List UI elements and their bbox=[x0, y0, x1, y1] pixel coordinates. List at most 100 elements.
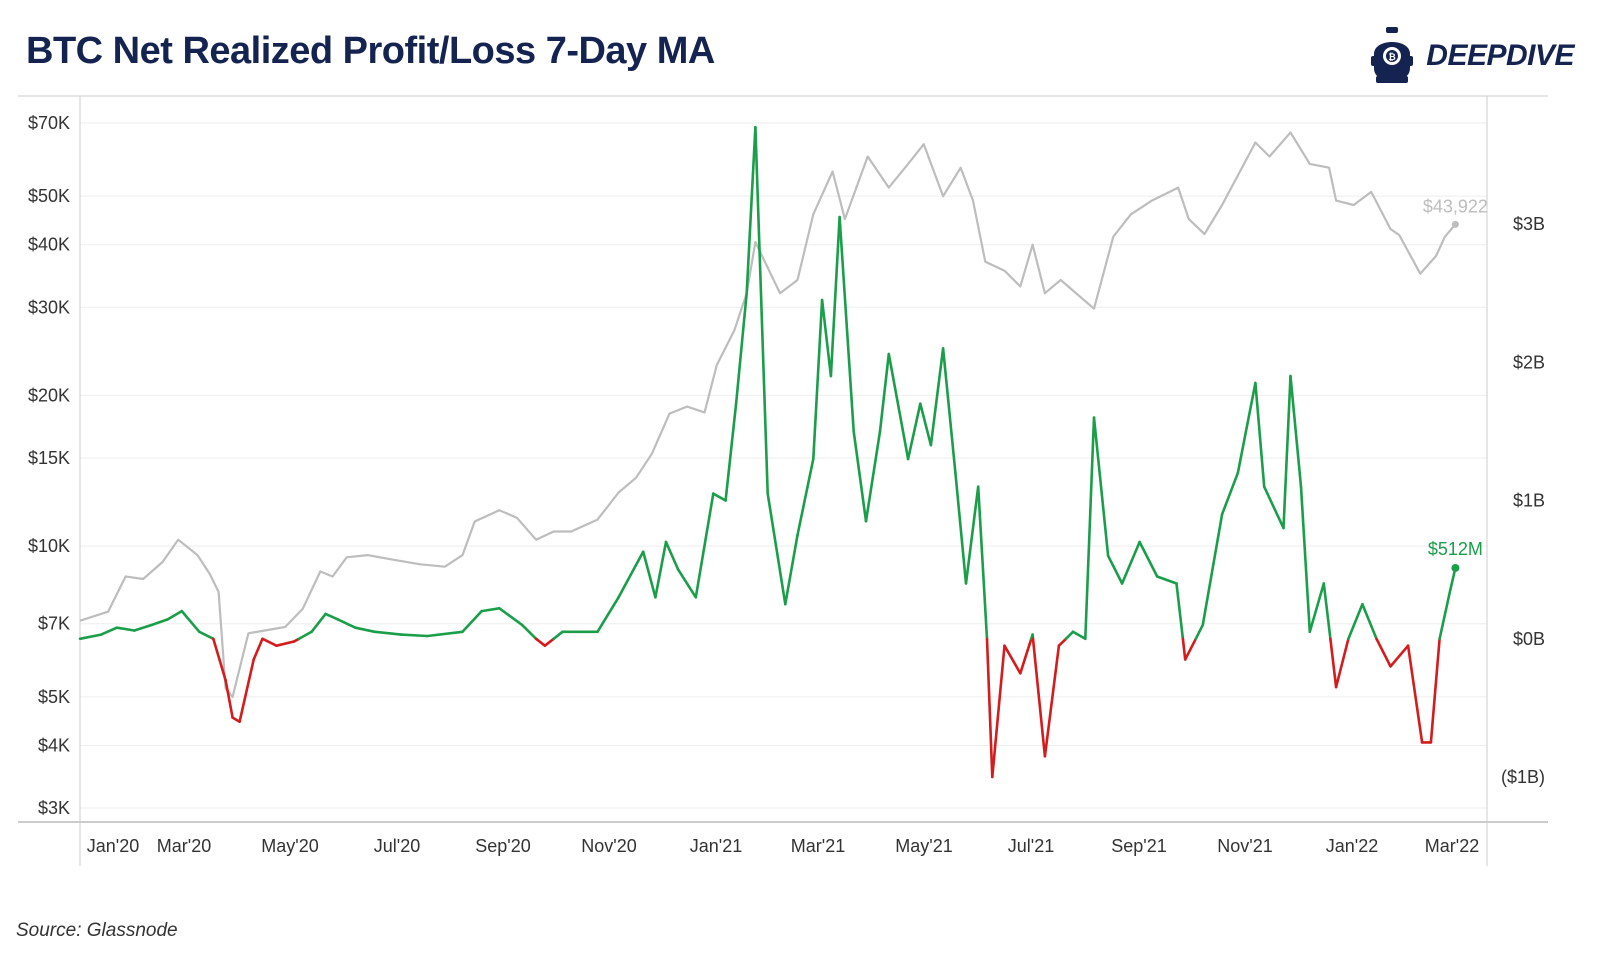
pl-line-segment bbox=[694, 492, 715, 599]
svg-text:₿: ₿ bbox=[1389, 52, 1396, 62]
pl-line-segment bbox=[1329, 637, 1338, 689]
pl-line-segment bbox=[990, 644, 1006, 779]
pl-line-segment bbox=[745, 125, 757, 295]
pl-line-segment bbox=[596, 595, 620, 634]
pl-line-segment bbox=[1389, 644, 1410, 668]
x-tick-label: Jan'22 bbox=[1326, 836, 1378, 856]
pl-line-segment bbox=[1071, 630, 1087, 641]
pl-line-segment bbox=[261, 637, 278, 648]
pl-line-segment bbox=[641, 550, 657, 599]
x-tick-label: Nov'21 bbox=[1217, 836, 1272, 856]
pl-line-segment bbox=[676, 568, 698, 599]
y-left-tick-label: $10K bbox=[28, 536, 70, 556]
brand-name: DEEPDIVE bbox=[1426, 39, 1574, 72]
pl-line-segment bbox=[1018, 637, 1033, 675]
y-right-tick-label: $0B bbox=[1513, 629, 1545, 649]
y-right-tick-label: $2B bbox=[1513, 352, 1545, 372]
y-right-tick-label: $1B bbox=[1513, 491, 1545, 511]
pl-line-segment bbox=[1092, 416, 1110, 558]
pl-line-segment bbox=[1106, 554, 1124, 585]
pl-line-segment bbox=[734, 291, 749, 406]
pl-line-segment bbox=[1194, 623, 1205, 641]
x-tick-label: Jan'20 bbox=[87, 836, 139, 856]
pl-line-segment bbox=[297, 630, 313, 641]
pl-line-segment bbox=[1361, 602, 1378, 641]
pl-line-segment bbox=[1220, 471, 1240, 516]
pl-line-segment bbox=[829, 215, 841, 378]
pl-line-segment bbox=[1334, 637, 1350, 689]
pl-line-segment bbox=[1299, 485, 1312, 634]
y-left-tick-label: $20K bbox=[28, 385, 70, 405]
chart-title: BTC Net Realized Profit/Loss 7-Day MA bbox=[26, 30, 715, 72]
pl-line-segment bbox=[766, 492, 787, 606]
pl-line-segment bbox=[180, 609, 201, 634]
pl-line-segment bbox=[1183, 637, 1198, 661]
x-tick-label: Jan'21 bbox=[690, 836, 742, 856]
y-left-tick-label: $7K bbox=[38, 614, 70, 634]
pl-line-segment bbox=[150, 618, 169, 627]
pl-line-segment bbox=[480, 606, 501, 613]
pl-endpoint-label: $512M bbox=[1428, 539, 1483, 559]
pl-line-segment bbox=[1289, 374, 1303, 489]
x-tick-label: Mar'20 bbox=[157, 836, 211, 856]
pl-line-segment bbox=[336, 618, 357, 630]
pl-line-segment bbox=[941, 347, 957, 475]
x-tick-label: May'21 bbox=[895, 836, 952, 856]
pl-line-segment bbox=[1347, 602, 1364, 641]
pl-line-segment bbox=[78, 633, 103, 641]
y-left-tick-label: $50K bbox=[28, 186, 70, 206]
pl-line-segment bbox=[534, 637, 547, 648]
diving-helmet-icon: ₿ bbox=[1371, 27, 1414, 83]
pl-line-segment bbox=[852, 430, 868, 523]
pl-line-segment bbox=[796, 457, 815, 537]
pl-line-segment bbox=[275, 640, 296, 648]
pl-line-segment bbox=[133, 623, 154, 632]
pl-endpoint-dot bbox=[1451, 563, 1460, 572]
pl-line-segment bbox=[238, 658, 255, 724]
x-tick-label: Mar'21 bbox=[791, 836, 845, 856]
pl-line-segment bbox=[99, 626, 119, 636]
y-left-tick-label: $70K bbox=[28, 113, 70, 133]
pl-line-segment bbox=[887, 352, 910, 461]
pl-line-segment bbox=[310, 612, 327, 634]
pl-line-segment bbox=[783, 533, 799, 606]
pl-line-segment bbox=[918, 402, 933, 447]
pl-line-segment bbox=[552, 630, 564, 641]
pl-line-segment bbox=[373, 630, 403, 636]
pl-line-segment bbox=[497, 606, 524, 627]
pl-line-segment bbox=[1201, 512, 1224, 627]
pl-line-segment bbox=[1043, 644, 1061, 758]
pl-line-segment bbox=[811, 298, 824, 461]
pl-line-segment bbox=[1181, 637, 1187, 661]
x-tick-label: Sep'20 bbox=[475, 836, 531, 856]
pl-line-segment bbox=[1031, 637, 1047, 758]
pl-line-segment bbox=[166, 609, 184, 621]
brand-logo: ₿ DEEPDIVE bbox=[1368, 24, 1574, 88]
pl-line-segment bbox=[543, 637, 556, 648]
pl-line-segment bbox=[617, 550, 645, 599]
source-note: Source: Glassnode bbox=[16, 920, 178, 941]
pl-line-segment bbox=[864, 430, 882, 523]
pl-line-segment bbox=[1438, 589, 1452, 641]
pl-line-segment bbox=[224, 678, 234, 719]
pl-line-segment bbox=[711, 492, 727, 502]
pl-line-segment bbox=[426, 630, 464, 638]
y-left-tick-label: $3K bbox=[38, 798, 70, 818]
pl-line-segment bbox=[1084, 416, 1096, 641]
pl-line-segment bbox=[1262, 485, 1285, 530]
pl-line-segment bbox=[1322, 582, 1332, 641]
pl-line-segment bbox=[461, 609, 484, 634]
pl-line-segment bbox=[1406, 644, 1424, 744]
pl-line-segment bbox=[1254, 381, 1266, 489]
x-tick-label: Jul'21 bbox=[1008, 836, 1054, 856]
pl-line-segment bbox=[324, 612, 340, 621]
pl-line-segment bbox=[954, 471, 968, 585]
y-left-tick-label: $5K bbox=[38, 687, 70, 707]
y-left-tick-label: $4K bbox=[38, 735, 70, 755]
pl-line-segment bbox=[838, 215, 856, 433]
pl-line-segment bbox=[820, 298, 833, 378]
pl-line-segment bbox=[115, 626, 136, 632]
x-tick-label: Mar'22 bbox=[1425, 836, 1479, 856]
pl-line-segment bbox=[1155, 575, 1178, 585]
